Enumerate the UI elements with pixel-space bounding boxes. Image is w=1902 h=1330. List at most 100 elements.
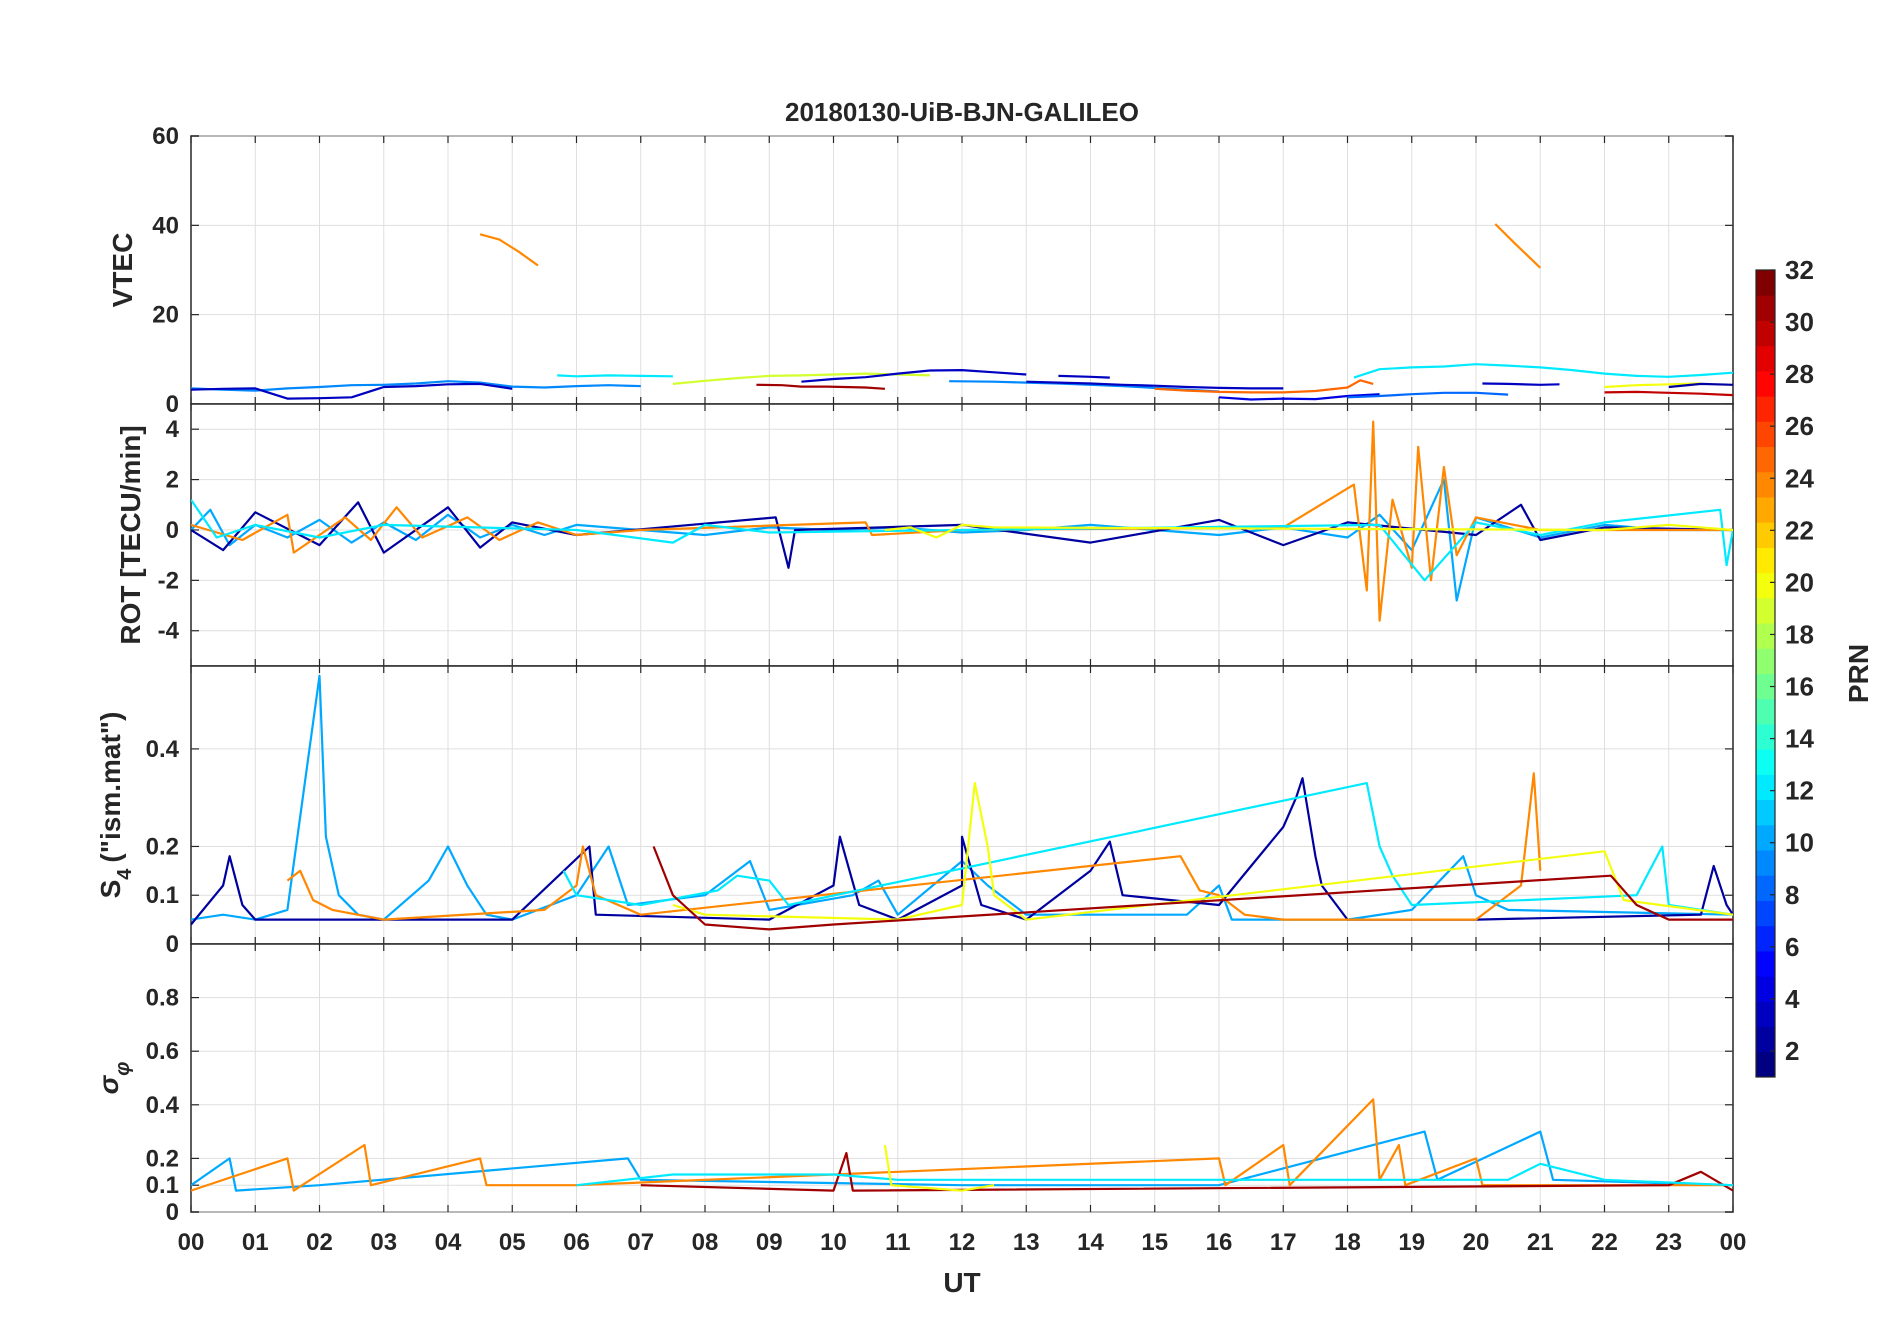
x-tick-label: 01 bbox=[242, 1229, 269, 1256]
panel-vtec: 0 20 40 60 VTEC bbox=[107, 123, 1734, 418]
series-group bbox=[191, 420, 1733, 622]
series-line-prn-25 bbox=[1154, 379, 1374, 394]
x-tick-label: 00 bbox=[1720, 1229, 1747, 1256]
x-tick-label: 03 bbox=[370, 1229, 397, 1256]
y-tick-label: -4 bbox=[158, 618, 180, 645]
series-line-prn-9 bbox=[191, 380, 641, 392]
x-tick-label: 11 bbox=[885, 1229, 910, 1256]
x-tick-label: 10 bbox=[820, 1229, 847, 1256]
series-line-prn-12 bbox=[1353, 363, 1733, 379]
x-tick-label: 23 bbox=[1655, 1229, 1682, 1256]
colorbar-tick-label: 14 bbox=[1785, 724, 1814, 754]
colorbar-tick-label: 4 bbox=[1785, 984, 1800, 1014]
series-line-prn-24 bbox=[286, 772, 1542, 921]
y-tick-label: -2 bbox=[158, 567, 179, 594]
x-tick-label: 18 bbox=[1334, 1229, 1361, 1256]
series-line-prn-31 bbox=[756, 383, 885, 390]
x-tick-label: 04 bbox=[435, 1229, 462, 1256]
colorbar-tick-label: 26 bbox=[1785, 411, 1814, 441]
colorbar-segment bbox=[1756, 925, 1775, 952]
x-tick-label: 13 bbox=[1013, 1229, 1040, 1256]
panel-rot: -4 -2 0 2 4 ROT [TECU/min] bbox=[115, 403, 1734, 667]
x-ticks: 00 01 02 03 04 05 06 07 08 09 10 11 12 13 14 15 16 17 18 19… bbox=[178, 1229, 1747, 1256]
series-group bbox=[191, 674, 1733, 931]
y-axis-label: ROT [TECU/min] bbox=[115, 425, 146, 644]
colorbar-frame bbox=[1755, 269, 1776, 1078]
x-tick-label: 06 bbox=[563, 1229, 590, 1256]
y-axis-label: VTEC bbox=[107, 233, 138, 308]
colorbar-segment bbox=[1756, 320, 1775, 347]
x-tick-label: 22 bbox=[1591, 1229, 1618, 1256]
colorbar-tick-label: 30 bbox=[1785, 307, 1814, 337]
colorbar-segment bbox=[1756, 471, 1775, 498]
x-tick-label: 17 bbox=[1270, 1229, 1297, 1256]
series-line-prn-20 bbox=[883, 1144, 995, 1192]
colorbar-segment bbox=[1756, 396, 1775, 422]
series-line-prn-3 bbox=[1026, 380, 1284, 390]
colorbar-segment bbox=[1756, 623, 1775, 649]
colorbar-segment bbox=[1756, 824, 1775, 851]
colorbar-segment bbox=[1756, 950, 1775, 977]
y-tick-label: 0.2 bbox=[146, 833, 179, 860]
series-line-prn-3 bbox=[191, 382, 513, 400]
colorbar-segment bbox=[1756, 774, 1775, 801]
colorbar-segment bbox=[1756, 446, 1775, 473]
y-tick-label: 4 bbox=[166, 416, 180, 443]
x-tick-label: 21 bbox=[1527, 1229, 1554, 1256]
x-tick-label: 15 bbox=[1141, 1229, 1168, 1256]
colorbar-segment bbox=[1756, 673, 1775, 700]
colorbar-segment bbox=[1756, 749, 1775, 775]
colorbar-tick-label: 20 bbox=[1785, 567, 1814, 597]
x-tick-label: 14 bbox=[1077, 1229, 1104, 1256]
series-line-prn-2 bbox=[191, 777, 1733, 926]
series-line-prn-10 bbox=[191, 1130, 1733, 1192]
series-line-prn-12 bbox=[191, 499, 1733, 582]
series-line-prn-8 bbox=[1347, 391, 1509, 399]
colorbar-tick-label: 8 bbox=[1785, 880, 1799, 910]
colorbar-tick-label: 10 bbox=[1785, 828, 1814, 858]
x-tick-label: 05 bbox=[499, 1229, 526, 1256]
y-tick-label: 2 bbox=[166, 467, 179, 494]
colorbar-segment bbox=[1756, 522, 1775, 548]
series-line-prn-10 bbox=[191, 478, 1733, 602]
y-tick-label: 0.1 bbox=[146, 882, 179, 909]
x-tick-label: 09 bbox=[756, 1229, 783, 1256]
series-line-prn-24 bbox=[479, 233, 539, 267]
colorbar-tick-label: 32 bbox=[1785, 255, 1814, 285]
series-line-prn-3 bbox=[1482, 382, 1560, 386]
series-line-prn-24 bbox=[1494, 223, 1542, 269]
panel-s4: 0 0.1 0.2 0.4 S4("ism.mat") bbox=[95, 665, 1734, 958]
colorbar-segment bbox=[1756, 547, 1775, 574]
colorbar-tick-label: 16 bbox=[1785, 672, 1814, 702]
y-tick-label: 0.2 bbox=[146, 1145, 179, 1172]
colorbar-segment bbox=[1756, 597, 1775, 624]
panel-sigma_phi: 00.10.2 0.4 0.6 0.8 σφ bbox=[93, 943, 1734, 1226]
colorbar-segment bbox=[1756, 900, 1775, 927]
series-line-prn-2 bbox=[1668, 382, 1733, 389]
series-line-prn-24 bbox=[191, 1098, 1733, 1192]
series-line-prn-20 bbox=[1604, 382, 1701, 389]
series-line-prn-12 bbox=[562, 782, 1733, 916]
y-tick-label: 40 bbox=[152, 212, 179, 239]
series-line-prn-31 bbox=[640, 1151, 1733, 1192]
colorbar-segment bbox=[1756, 976, 1775, 1002]
colorbar-segment bbox=[1756, 850, 1775, 876]
colorbar-tick-label: 24 bbox=[1785, 463, 1814, 493]
series-line-prn-3 bbox=[1058, 374, 1110, 379]
colorbar-segment bbox=[1756, 799, 1775, 826]
colorbar-tick-label: 2 bbox=[1785, 1036, 1799, 1066]
y-tick-label: 0 bbox=[166, 517, 179, 544]
y-tick-label: 0.8 bbox=[146, 985, 179, 1012]
series-line-prn-3 bbox=[801, 369, 1027, 383]
x-tick-label: 00 bbox=[178, 1229, 205, 1256]
colorbar-segment bbox=[1756, 698, 1775, 725]
colorbar-segment bbox=[1756, 295, 1775, 321]
series-group bbox=[191, 223, 1733, 401]
y-axis-label: S4("ism.mat") bbox=[95, 712, 136, 899]
x-tick-label: 12 bbox=[949, 1229, 976, 1256]
y-tick-label: 60 bbox=[152, 123, 179, 150]
colorbar-segment bbox=[1756, 648, 1775, 674]
